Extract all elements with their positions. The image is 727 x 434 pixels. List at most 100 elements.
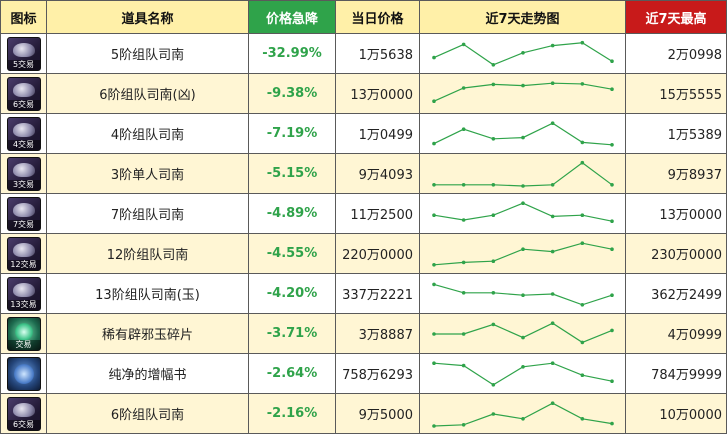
trend-point bbox=[520, 83, 525, 87]
trend-sparkline bbox=[431, 282, 614, 307]
trend-point bbox=[580, 81, 584, 86]
trend-point bbox=[550, 43, 554, 47]
item-name-text: 纯净的增幅书 bbox=[108, 368, 187, 383]
amplify-book-icon bbox=[6, 356, 41, 391]
trend-point bbox=[520, 364, 525, 369]
trend-point bbox=[491, 382, 495, 387]
locked-item-icon: 5交易 bbox=[6, 36, 41, 71]
trend-point bbox=[550, 400, 554, 405]
trend-point bbox=[461, 126, 465, 131]
item-name-text: 3阶单人司南 bbox=[110, 168, 185, 183]
trend-point bbox=[609, 378, 614, 383]
trend-point bbox=[580, 212, 584, 217]
trend-point bbox=[550, 360, 554, 365]
header-7day-max: 近7天最高 bbox=[626, 0, 727, 34]
trend-point bbox=[461, 422, 465, 427]
trend-sparkline bbox=[431, 40, 614, 67]
item-icon-glyph bbox=[12, 402, 35, 417]
item-name: 稀有辟邪玉碎片 bbox=[47, 314, 249, 354]
item-icon-trade-label: 13交易 bbox=[7, 299, 40, 310]
price-drop: -5.15% bbox=[249, 154, 336, 194]
price-drop: -32.99% bbox=[249, 34, 336, 74]
seven-day-max-text: 4万0999 bbox=[667, 328, 722, 343]
item-name: 13阶组队司南(玉) bbox=[47, 274, 249, 314]
trend-point bbox=[550, 120, 554, 125]
item-name: 4阶组队司南 bbox=[47, 114, 249, 154]
item-icon-cell: 13交易 bbox=[0, 274, 47, 314]
trend-point bbox=[431, 262, 436, 267]
item-icon-glyph bbox=[14, 322, 33, 341]
seven-day-max-text: 13万0000 bbox=[659, 208, 722, 223]
trend-sparkline-cell bbox=[420, 114, 626, 154]
today-price: 1万0499 bbox=[336, 114, 420, 154]
trend-point bbox=[580, 372, 584, 377]
today-price: 11万2500 bbox=[336, 194, 420, 234]
trend-point bbox=[580, 160, 584, 165]
trend-sparkline bbox=[431, 120, 614, 147]
table-header: 图标 道具名称 价格急降 当日价格 近7天走势图 近7天最高 bbox=[0, 0, 727, 34]
trend-point bbox=[431, 212, 436, 217]
item-icon-glyph bbox=[12, 282, 35, 297]
seven-day-max: 15万5555 bbox=[626, 74, 727, 114]
trend-sparkline bbox=[431, 360, 614, 387]
trend-point bbox=[609, 292, 614, 297]
header-7day-trend: 近7天走势图 bbox=[420, 0, 626, 34]
seven-day-max: 13万0000 bbox=[626, 194, 727, 234]
trend-point bbox=[491, 212, 495, 217]
item-icon-trade-label: 6交易 bbox=[7, 99, 40, 110]
trend-sparkline bbox=[431, 160, 614, 188]
price-drop: -2.64% bbox=[249, 354, 336, 394]
today-price: 9万4093 bbox=[336, 154, 420, 194]
trend-point bbox=[580, 416, 584, 421]
price-drop-text: -3.71% bbox=[266, 326, 318, 341]
price-drop-text: -9.38% bbox=[266, 86, 318, 101]
price-drop: -4.20% bbox=[249, 274, 336, 314]
item-icon-cell: 交易 bbox=[0, 314, 47, 354]
trend-line bbox=[433, 122, 612, 145]
seven-day-max: 10万0000 bbox=[626, 394, 727, 434]
item-icon-glyph bbox=[12, 122, 35, 137]
today-price-text: 1万0499 bbox=[358, 128, 413, 143]
trend-line bbox=[433, 322, 612, 343]
price-drop-text: -32.99% bbox=[262, 46, 322, 61]
seven-day-max: 4万0999 bbox=[626, 314, 727, 354]
today-price-text: 337万2221 bbox=[342, 288, 413, 303]
trend-point bbox=[491, 322, 495, 326]
trend-point bbox=[609, 246, 614, 251]
today-price: 9万5000 bbox=[336, 394, 420, 434]
table-row: 4交易 4阶组队司南 -7.19% 1万0499 1万5389 bbox=[0, 114, 727, 154]
trend-point bbox=[609, 142, 614, 147]
item-name-text: 4阶组队司南 bbox=[110, 128, 185, 143]
seven-day-max-text: 15万5555 bbox=[659, 88, 722, 103]
seven-day-max-text: 9万8937 bbox=[667, 168, 722, 183]
price-drop: -4.55% bbox=[249, 234, 336, 274]
trend-point bbox=[580, 140, 584, 144]
locked-item-icon: 3交易 bbox=[6, 156, 41, 191]
item-icon-trade-label: 4交易 bbox=[7, 139, 40, 150]
trend-point bbox=[461, 290, 465, 295]
trend-point bbox=[609, 421, 614, 425]
item-icon-cell bbox=[0, 354, 47, 394]
trend-sparkline bbox=[431, 320, 614, 344]
item-icon-cell: 6交易 bbox=[0, 394, 47, 434]
table-row: 7交易 7阶组队司南 -4.89% 11万2500 13万0000 bbox=[0, 194, 727, 234]
price-drop: -4.89% bbox=[249, 194, 336, 234]
price-drop-text: -2.64% bbox=[266, 366, 318, 381]
today-price: 220万0000 bbox=[336, 234, 420, 274]
seven-day-max-text: 2万0998 bbox=[667, 48, 722, 63]
table-row: 6交易 6阶组队司南(凶) -9.38% 13万0000 15万5555 bbox=[0, 74, 727, 114]
trend-line bbox=[433, 161, 612, 187]
item-name: 3阶单人司南 bbox=[47, 154, 249, 194]
trend-sparkline bbox=[431, 200, 614, 223]
item-icon-trade-label: 12交易 bbox=[7, 259, 40, 270]
table-row: 5交易 5阶组队司南 -32.99% 1万5638 2万0998 bbox=[0, 34, 727, 74]
trend-point bbox=[431, 98, 436, 103]
trend-sparkline-cell bbox=[420, 74, 626, 114]
trend-point bbox=[609, 86, 614, 91]
today-price-text: 220万0000 bbox=[342, 248, 413, 263]
header-today-price: 当日价格 bbox=[336, 0, 420, 34]
trend-point bbox=[431, 141, 436, 145]
trend-point bbox=[520, 416, 525, 421]
price-drop-text: -7.19% bbox=[266, 126, 318, 141]
seven-day-max-text: 362万2499 bbox=[651, 288, 722, 303]
